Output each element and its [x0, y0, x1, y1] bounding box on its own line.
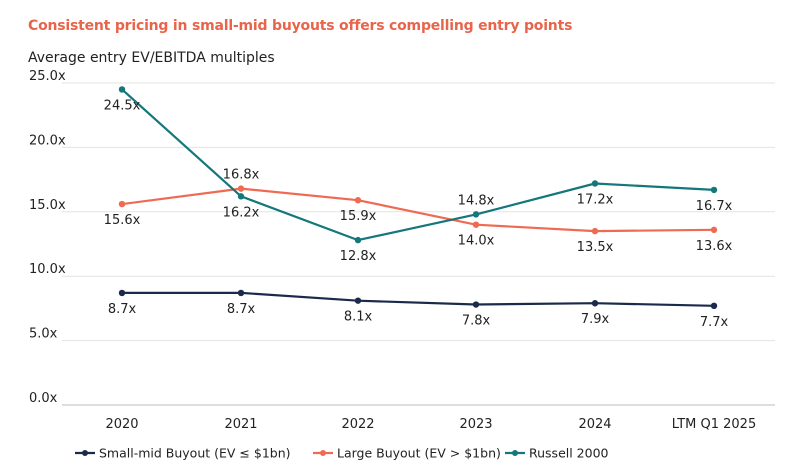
data-point — [237, 193, 245, 200]
legend-marker — [320, 450, 326, 456]
legend-label: Large Buyout (EV > $1bn) — [337, 446, 501, 461]
data-point — [591, 300, 599, 307]
gridlines — [62, 82, 775, 406]
data-point — [118, 86, 126, 93]
data-label: 17.2x — [577, 192, 614, 207]
data-point — [591, 227, 599, 235]
data-label: 16.8x — [223, 168, 260, 183]
y-tick-label: 15.0x — [29, 198, 66, 213]
legend: Small-mid Buyout (EV ≤ $1bn) Large Buyout… — [75, 446, 609, 461]
data-label: 12.8x — [340, 249, 377, 264]
data-label: 14.0x — [458, 234, 495, 249]
x-tick-label: LTM Q1 2025 — [672, 417, 756, 432]
x-tick-label: 2023 — [459, 417, 492, 432]
data-label: 16.2x — [223, 205, 260, 220]
legend-marker — [82, 450, 88, 456]
x-tick-label: 2021 — [224, 417, 257, 432]
data-label: 15.6x — [104, 213, 141, 228]
data-label: 7.7x — [700, 315, 729, 330]
data-label: 24.5x — [104, 98, 141, 113]
data-label: 13.6x — [696, 239, 733, 254]
data-point — [354, 297, 362, 304]
data-label: 13.5x — [577, 240, 614, 255]
y-tick-label: 20.0x — [29, 133, 66, 148]
series-line — [121, 187, 715, 233]
data-point — [472, 301, 480, 308]
x-tick-label: 2022 — [341, 417, 374, 432]
data-point — [710, 302, 718, 310]
data-point — [354, 197, 362, 204]
data-label: 7.8x — [462, 314, 491, 329]
y-tick-label: 5.0x — [29, 327, 58, 342]
series-line — [121, 88, 715, 242]
x-tick-label: 2020 — [105, 417, 138, 432]
data-point — [472, 211, 480, 218]
y-axis-ticks: 0.0x 5.0x 10.0x 15.0x 20.0x 25.0x — [29, 69, 66, 406]
data-point — [237, 185, 245, 192]
series-lines — [118, 86, 718, 310]
data-point — [237, 289, 245, 297]
data-point — [710, 186, 718, 194]
series-line — [122, 291, 715, 307]
chart-title: Average entry EV/EBITDA multiples — [28, 50, 275, 66]
data-label: 16.7x — [696, 199, 733, 214]
data-label: 15.9x — [340, 209, 377, 224]
data-label: 7.9x — [581, 312, 610, 327]
y-tick-label: 10.0x — [29, 262, 66, 277]
data-point — [118, 289, 126, 297]
legend-label: Small-mid Buyout (EV ≤ $1bn) — [99, 446, 291, 461]
chart-headline: Consistent pricing in small-mid buyouts … — [28, 18, 573, 34]
data-point — [710, 226, 718, 234]
y-tick-label: 0.0x — [29, 391, 58, 406]
data-point — [118, 200, 126, 208]
data-point — [472, 221, 480, 228]
x-tick-label: 2024 — [578, 417, 611, 432]
legend-label: Russell 2000 — [529, 446, 609, 461]
data-point — [591, 180, 599, 187]
data-labels: 8.7x 8.7x 8.1x 7.8x 7.9x 7.7x 15.6x 16.8x 15.9x 1… — [104, 98, 733, 329]
data-label: 8.7x — [108, 302, 137, 317]
data-point — [354, 236, 362, 244]
data-label: 14.8x — [458, 193, 495, 208]
y-tick-label: 25.0x — [29, 69, 66, 84]
data-label: 8.7x — [227, 302, 256, 317]
data-label: 8.1x — [344, 310, 373, 325]
x-axis-ticks: 2020 2021 2022 2023 2024 LTM Q1 2025 — [105, 417, 756, 432]
legend-marker — [512, 450, 518, 456]
